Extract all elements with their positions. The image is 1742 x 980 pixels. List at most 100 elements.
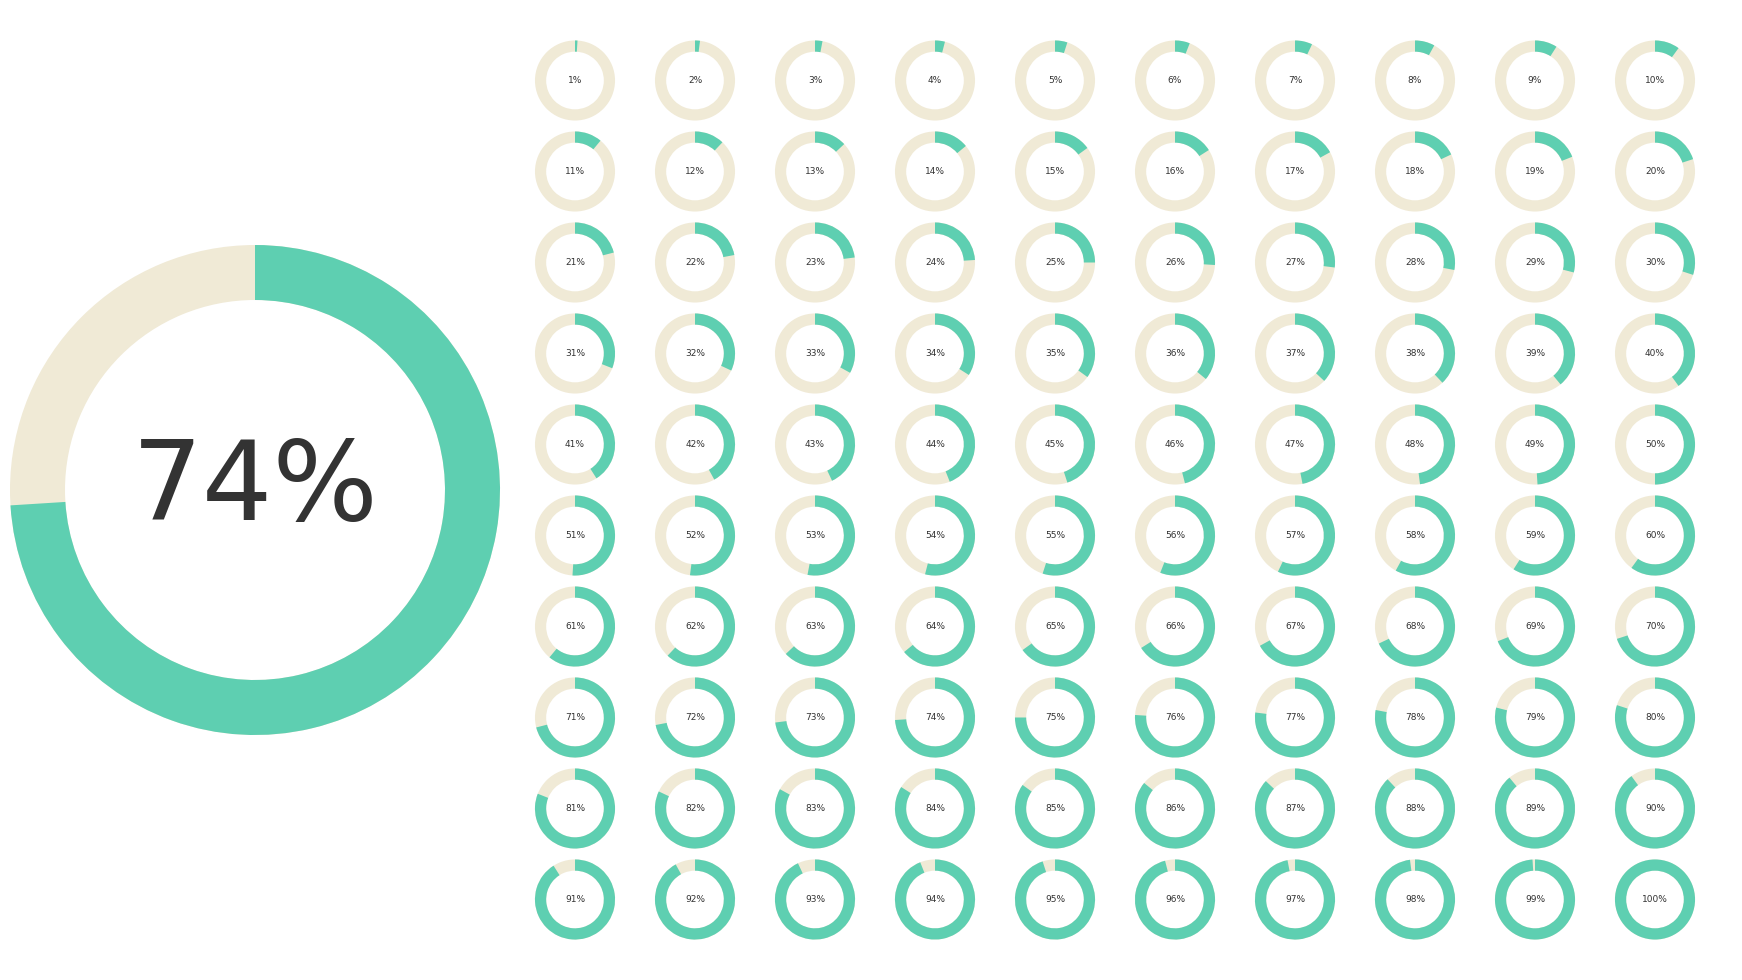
Wedge shape xyxy=(1495,859,1575,940)
Wedge shape xyxy=(1136,405,1214,484)
Wedge shape xyxy=(1495,405,1575,484)
Text: 40%: 40% xyxy=(1644,349,1665,358)
Text: 31%: 31% xyxy=(564,349,585,358)
Text: 25%: 25% xyxy=(1045,258,1064,267)
Text: 93%: 93% xyxy=(805,895,826,904)
Wedge shape xyxy=(655,496,735,575)
Wedge shape xyxy=(535,859,615,940)
Wedge shape xyxy=(775,586,855,666)
Wedge shape xyxy=(895,405,976,484)
Text: 72%: 72% xyxy=(685,713,706,722)
Wedge shape xyxy=(1615,677,1695,758)
Wedge shape xyxy=(1294,131,1331,158)
Wedge shape xyxy=(1294,405,1334,484)
Wedge shape xyxy=(815,314,855,372)
Text: 51%: 51% xyxy=(564,531,585,540)
Wedge shape xyxy=(573,496,615,575)
Wedge shape xyxy=(1495,859,1575,940)
Wedge shape xyxy=(815,131,845,152)
Wedge shape xyxy=(935,40,944,53)
Wedge shape xyxy=(1374,40,1455,121)
Text: 28%: 28% xyxy=(1406,258,1425,267)
Wedge shape xyxy=(1415,222,1455,270)
Wedge shape xyxy=(1655,314,1695,386)
Wedge shape xyxy=(1136,768,1214,849)
Text: 53%: 53% xyxy=(805,531,826,540)
Wedge shape xyxy=(1615,768,1695,849)
Wedge shape xyxy=(1495,586,1575,666)
Wedge shape xyxy=(1374,859,1455,940)
Wedge shape xyxy=(775,222,855,303)
Wedge shape xyxy=(1374,496,1455,575)
Wedge shape xyxy=(690,496,735,575)
Wedge shape xyxy=(1374,314,1455,394)
Text: 94%: 94% xyxy=(925,895,944,904)
Wedge shape xyxy=(695,314,735,370)
Wedge shape xyxy=(1016,496,1096,575)
Wedge shape xyxy=(1254,496,1334,575)
Wedge shape xyxy=(786,586,855,666)
Wedge shape xyxy=(655,40,735,121)
Wedge shape xyxy=(1056,405,1096,482)
Wedge shape xyxy=(655,677,735,758)
Wedge shape xyxy=(1016,131,1096,212)
Text: 74%: 74% xyxy=(925,713,944,722)
Wedge shape xyxy=(1136,859,1214,940)
Wedge shape xyxy=(575,222,613,256)
Wedge shape xyxy=(1615,222,1695,303)
Wedge shape xyxy=(1254,677,1334,758)
Wedge shape xyxy=(1495,677,1575,758)
Text: 58%: 58% xyxy=(1406,531,1425,540)
Text: 17%: 17% xyxy=(1286,167,1305,176)
Wedge shape xyxy=(1498,586,1575,666)
Wedge shape xyxy=(775,768,855,849)
Text: 54%: 54% xyxy=(925,531,944,540)
Text: 65%: 65% xyxy=(1045,622,1064,631)
Wedge shape xyxy=(775,40,855,121)
Wedge shape xyxy=(1615,496,1695,575)
Wedge shape xyxy=(775,314,855,394)
Text: 42%: 42% xyxy=(685,440,706,449)
Wedge shape xyxy=(1535,222,1575,272)
Wedge shape xyxy=(815,222,855,259)
Wedge shape xyxy=(1495,314,1575,394)
Wedge shape xyxy=(1632,496,1695,575)
Text: 50%: 50% xyxy=(1644,440,1665,449)
Wedge shape xyxy=(935,131,965,153)
Wedge shape xyxy=(535,677,615,758)
Text: 84%: 84% xyxy=(925,804,944,813)
Text: 5%: 5% xyxy=(1047,76,1063,85)
Text: 23%: 23% xyxy=(805,258,826,267)
Wedge shape xyxy=(535,496,615,575)
Wedge shape xyxy=(1535,131,1573,161)
Wedge shape xyxy=(1279,496,1334,575)
Text: 81%: 81% xyxy=(564,804,585,813)
Wedge shape xyxy=(1374,768,1455,849)
Wedge shape xyxy=(1374,677,1455,758)
Wedge shape xyxy=(695,222,735,257)
Text: 9%: 9% xyxy=(1528,76,1542,85)
Text: 97%: 97% xyxy=(1286,895,1305,904)
Text: 29%: 29% xyxy=(1524,258,1545,267)
Text: 39%: 39% xyxy=(1524,349,1545,358)
Wedge shape xyxy=(1136,677,1214,758)
Text: 37%: 37% xyxy=(1286,349,1305,358)
Wedge shape xyxy=(895,496,976,575)
Wedge shape xyxy=(1495,40,1575,121)
Wedge shape xyxy=(1254,859,1334,940)
Wedge shape xyxy=(1254,131,1334,212)
Wedge shape xyxy=(925,496,976,575)
Wedge shape xyxy=(655,405,735,484)
Text: 27%: 27% xyxy=(1286,258,1305,267)
Wedge shape xyxy=(1254,40,1334,121)
Wedge shape xyxy=(1016,859,1096,940)
Wedge shape xyxy=(1374,405,1455,484)
Wedge shape xyxy=(1056,222,1096,263)
Wedge shape xyxy=(1254,859,1334,940)
Wedge shape xyxy=(535,314,615,394)
Wedge shape xyxy=(1136,496,1214,575)
Text: 78%: 78% xyxy=(1406,713,1425,722)
Wedge shape xyxy=(655,768,735,849)
Wedge shape xyxy=(1056,314,1096,377)
Wedge shape xyxy=(904,586,976,666)
